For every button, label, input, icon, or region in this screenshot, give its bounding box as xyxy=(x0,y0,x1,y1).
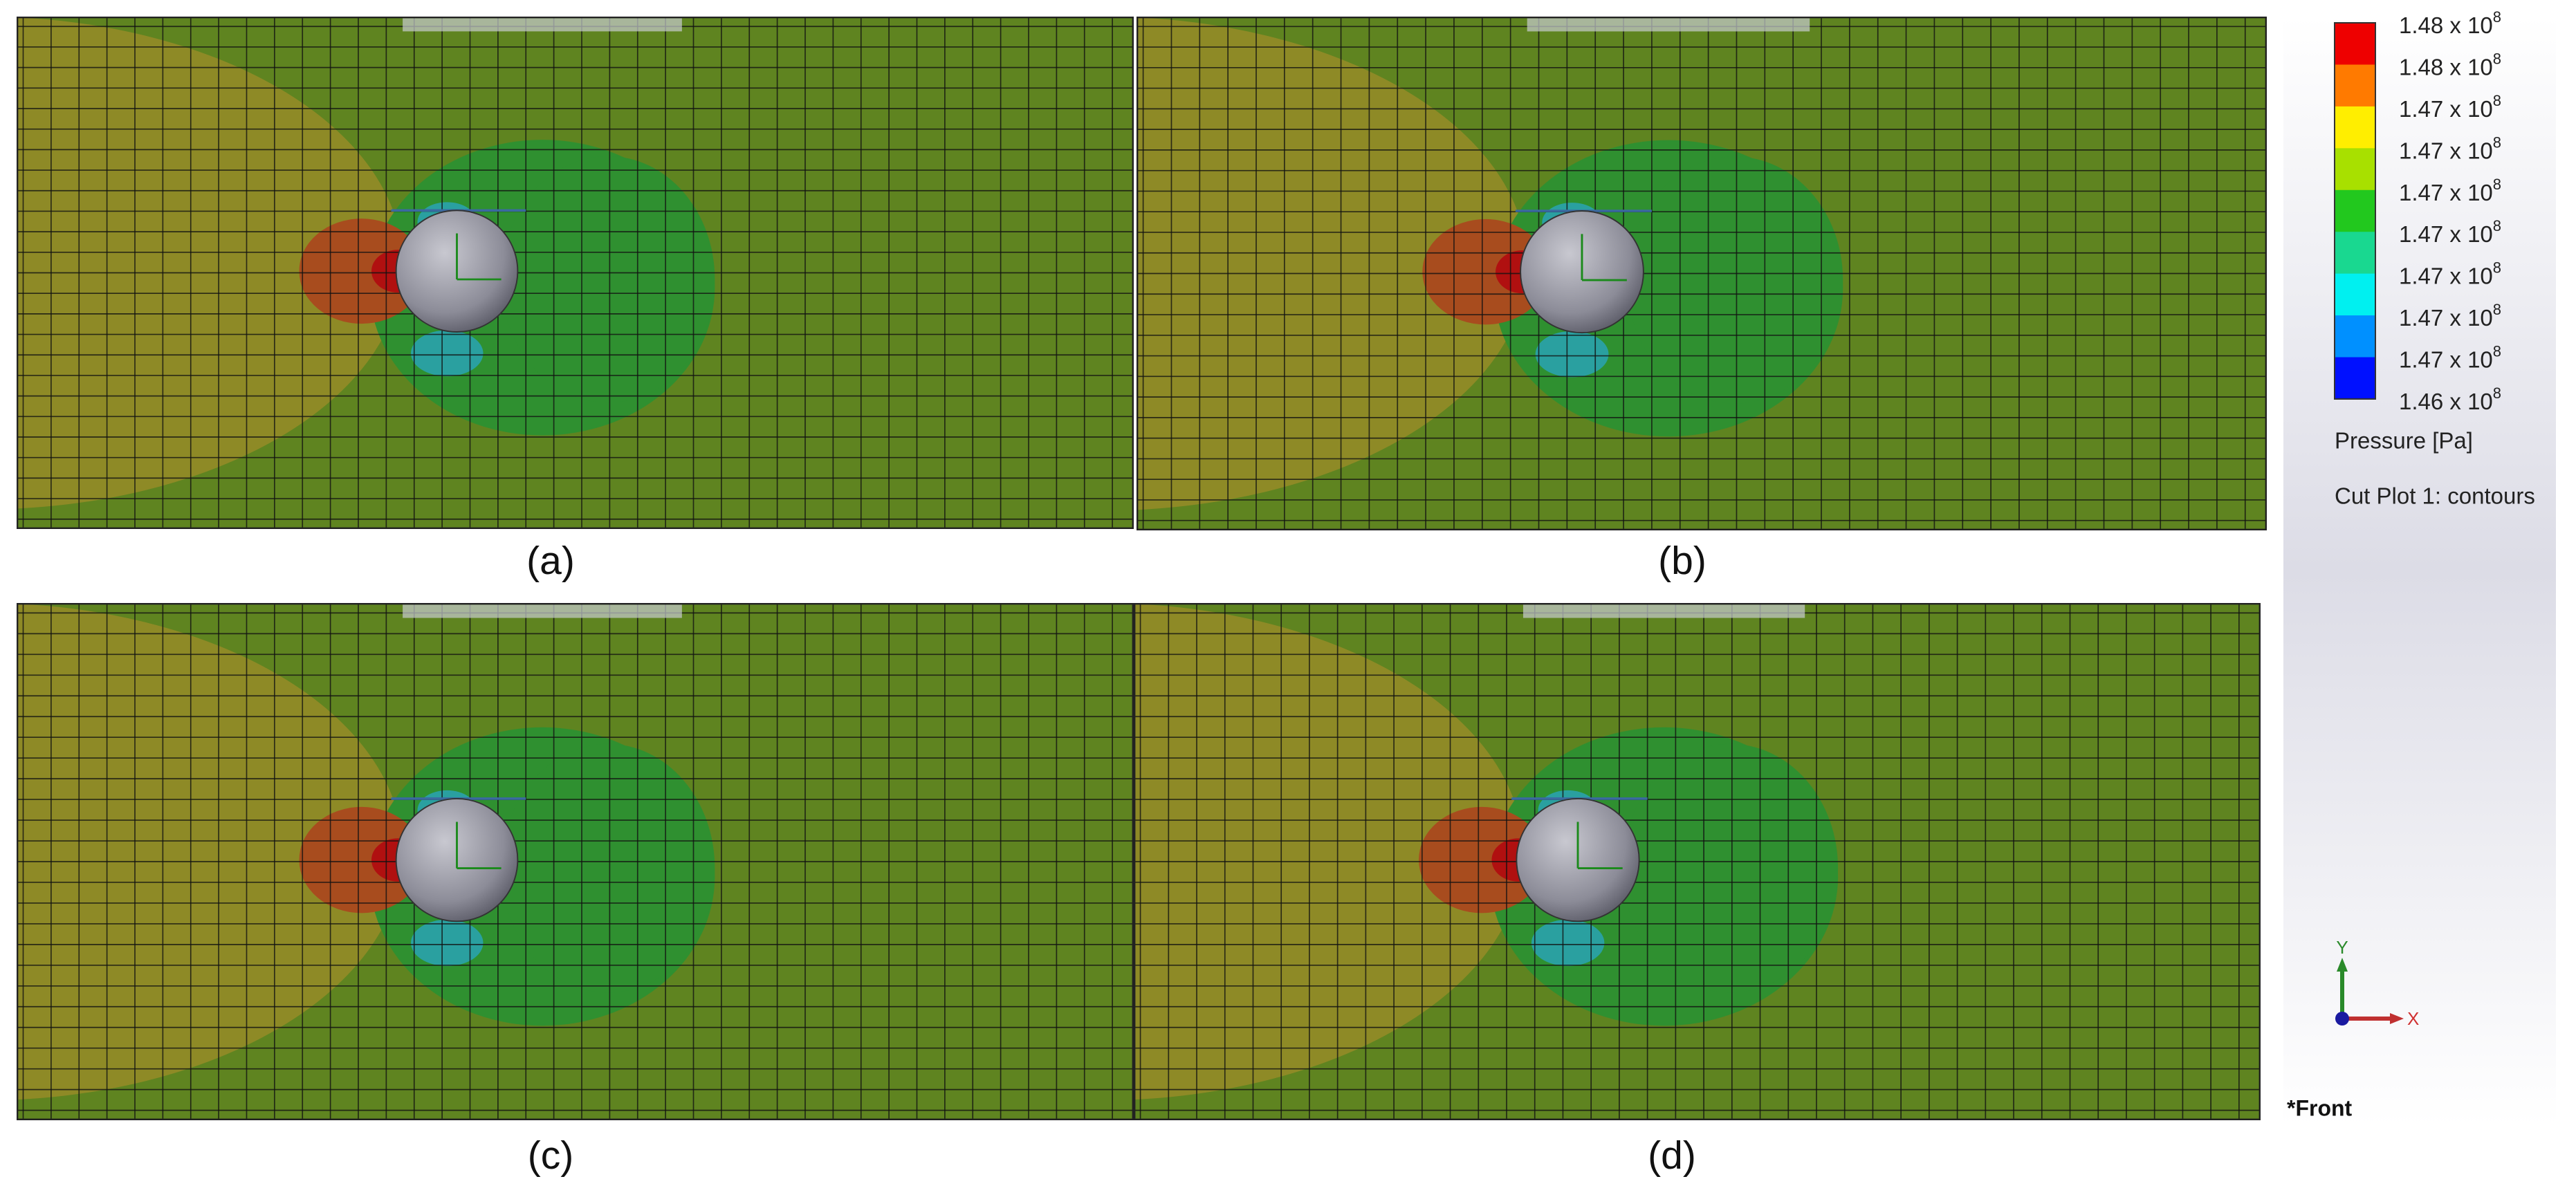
legend-label-base: 1.46 x 10 xyxy=(2399,389,2493,414)
legend-label-exponent: 8 xyxy=(2493,259,2501,276)
panel-border xyxy=(17,603,1134,1120)
toolbar xyxy=(403,604,682,618)
legend-label: 1.47 x 108 xyxy=(2399,176,2501,205)
legend-label: 1.47 x 108 xyxy=(2399,217,2501,247)
contour-view xyxy=(17,17,1134,529)
legend-label: 1.47 x 108 xyxy=(2399,92,2501,122)
legend-quantity: Pressure [Pa] xyxy=(2335,428,2473,454)
panel-label: (a) xyxy=(526,539,575,583)
suction-bottom xyxy=(1535,331,1609,378)
panel-border xyxy=(1137,17,2267,530)
low-pressure-tail xyxy=(501,743,715,993)
triad: Y X xyxy=(2335,937,2419,1029)
legend-label: 1.48 x 108 xyxy=(2399,50,2501,80)
high-pressure-zone xyxy=(1134,604,1523,1100)
legend-label-exponent: 8 xyxy=(2493,8,2501,26)
legend-panel xyxy=(2283,17,2556,1125)
color-bar-segment xyxy=(2335,64,2375,107)
z-axis-dot xyxy=(2335,1012,2349,1026)
high-pressure-zone xyxy=(17,17,403,509)
suction-bottom xyxy=(411,919,484,967)
color-bar-segment xyxy=(2335,23,2375,65)
legend-label-exponent: 8 xyxy=(2493,342,2501,360)
legend-label-exponent: 8 xyxy=(2493,133,2501,151)
color-bar-segment xyxy=(2335,315,2375,358)
legend-label: 1.46 x 108 xyxy=(2399,384,2501,414)
toolbar xyxy=(403,18,682,32)
low-pressure-tail xyxy=(1622,743,1839,993)
legend-label-exponent: 8 xyxy=(2493,92,2501,109)
color-bar-segment xyxy=(2335,357,2375,400)
legend-label: 1.48 x 108 xyxy=(2399,8,2501,38)
color-bar-segment xyxy=(2335,232,2375,275)
low-pressure-tail xyxy=(501,156,715,403)
legend-label: 1.47 x 108 xyxy=(2399,133,2501,163)
color-bar-border xyxy=(2334,22,2376,400)
toolbar xyxy=(1527,18,1810,32)
legend-label-base: 1.47 x 10 xyxy=(2399,346,2493,372)
legend-label: 1.47 x 108 xyxy=(2399,342,2501,372)
legend-label-exponent: 8 xyxy=(2493,176,2501,193)
legend-label-base: 1.47 x 10 xyxy=(2399,305,2493,331)
panel-border xyxy=(1134,603,2261,1120)
x-axis-label: X xyxy=(2407,1008,2419,1029)
low-pressure-tail xyxy=(1626,156,1843,404)
legend-label-base: 1.47 x 10 xyxy=(2399,221,2493,247)
legend-label-base: 1.47 x 10 xyxy=(2399,179,2493,205)
legend-label: 1.47 x 108 xyxy=(2399,259,2501,288)
legend-label-exponent: 8 xyxy=(2493,50,2501,67)
panel-label: (d) xyxy=(1648,1133,1696,1178)
color-bar-segment xyxy=(2335,189,2375,232)
legend-label-base: 1.47 x 10 xyxy=(2399,263,2493,288)
y-axis-label: Y xyxy=(2336,937,2348,958)
panel-border xyxy=(17,17,1134,529)
legend-label-exponent: 8 xyxy=(2493,301,2501,318)
color-bar-segment xyxy=(2335,148,2375,191)
legend-label-exponent: 8 xyxy=(2493,384,2501,402)
suction-bottom xyxy=(1531,919,1605,967)
legend-plot: Cut Plot 1: contours xyxy=(2335,483,2535,509)
legend-label-base: 1.47 x 10 xyxy=(2399,138,2493,163)
panel-label: (c) xyxy=(528,1133,573,1178)
x-arrow-head xyxy=(2390,1013,2404,1024)
legend-label-base: 1.47 x 10 xyxy=(2399,96,2493,122)
color-bar-segment xyxy=(2335,273,2375,316)
high-pressure-zone xyxy=(1137,17,1527,510)
legend-label-base: 1.48 x 10 xyxy=(2399,54,2493,80)
contour-view xyxy=(1134,603,2261,1120)
suction-bottom xyxy=(411,330,484,377)
contour-view xyxy=(17,603,1134,1120)
contour-view xyxy=(1137,17,2267,530)
legend-label: 1.47 x 108 xyxy=(2399,301,2501,331)
color-bar-segment xyxy=(2335,106,2375,149)
legend-label-exponent: 8 xyxy=(2493,217,2501,234)
high-pressure-zone xyxy=(17,604,403,1100)
y-arrow-head xyxy=(2337,958,2348,972)
toolbar xyxy=(1522,604,1805,618)
legend-label-base: 1.48 x 10 xyxy=(2399,12,2493,38)
view-label: *Front xyxy=(2287,1095,2353,1120)
panel-label: (b) xyxy=(1658,539,1706,583)
